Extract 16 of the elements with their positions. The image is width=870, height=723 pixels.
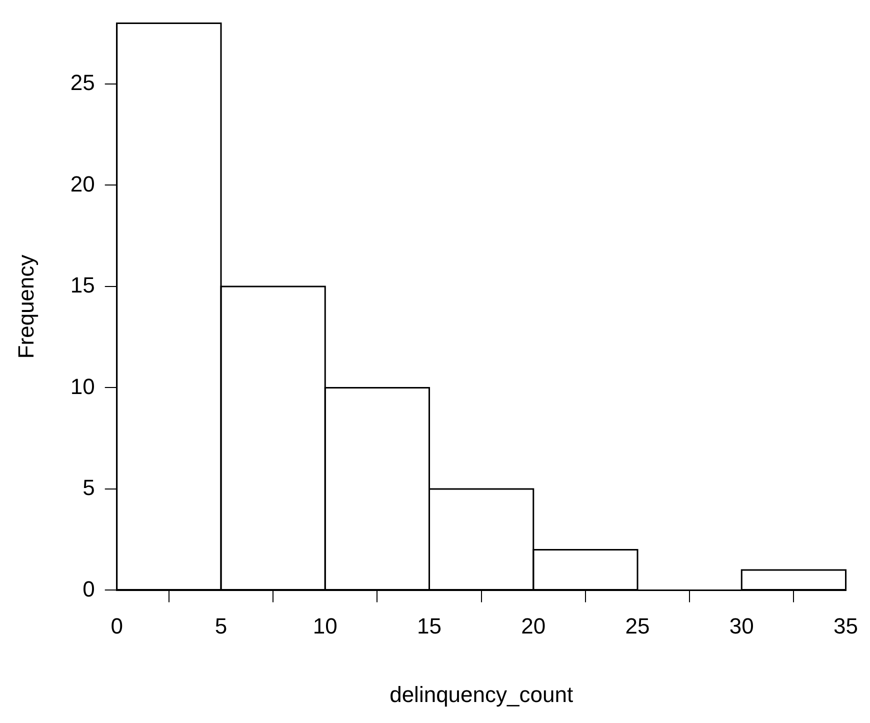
x-tick-label: 20 <box>521 613 546 638</box>
y-tick-label: 5 <box>82 475 95 500</box>
x-tick-label: 35 <box>834 613 858 638</box>
y-tick-label: 20 <box>70 171 95 196</box>
y-tick-label: 0 <box>82 576 95 602</box>
y-tick-label: 15 <box>70 272 95 298</box>
x-axis-title: delinquency_count <box>390 682 574 707</box>
x-tick-label: 30 <box>729 613 754 638</box>
x-tick-label: 15 <box>417 613 442 638</box>
x-tick-label: 10 <box>312 613 338 638</box>
x-tick-label: 0 <box>110 613 123 638</box>
y-tick-label: 10 <box>70 374 95 399</box>
y-tick-label: 25 <box>70 70 95 96</box>
y-axis-title: Frequency <box>13 254 38 359</box>
x-tick-label: 25 <box>625 613 650 638</box>
x-tick-label: 5 <box>214 613 228 638</box>
